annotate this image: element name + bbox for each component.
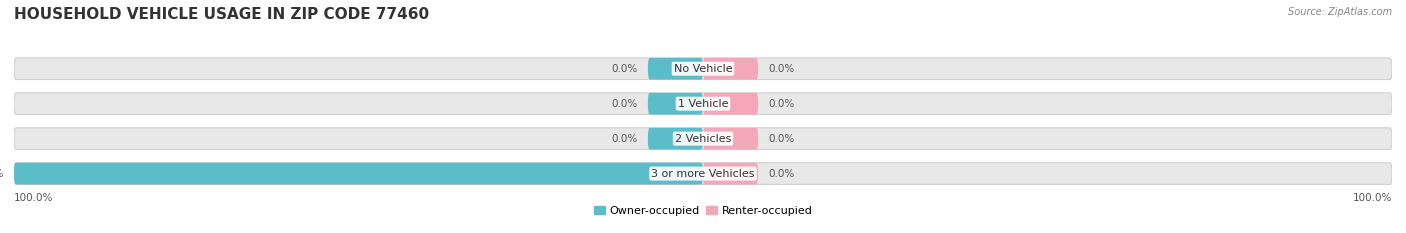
- Text: No Vehicle: No Vehicle: [673, 64, 733, 74]
- Text: 100.0%: 100.0%: [1353, 193, 1392, 203]
- Legend: Owner-occupied, Renter-occupied: Owner-occupied, Renter-occupied: [589, 202, 817, 220]
- FancyBboxPatch shape: [648, 58, 703, 80]
- Text: 0.0%: 0.0%: [769, 169, 794, 178]
- Text: 0.0%: 0.0%: [769, 134, 794, 144]
- FancyBboxPatch shape: [14, 93, 1392, 115]
- Text: 0.0%: 0.0%: [612, 99, 637, 109]
- Text: 3 or more Vehicles: 3 or more Vehicles: [651, 169, 755, 178]
- FancyBboxPatch shape: [14, 163, 703, 185]
- Text: 0.0%: 0.0%: [612, 134, 637, 144]
- Text: Source: ZipAtlas.com: Source: ZipAtlas.com: [1288, 7, 1392, 17]
- Text: 0.0%: 0.0%: [769, 99, 794, 109]
- FancyBboxPatch shape: [14, 163, 1392, 185]
- FancyBboxPatch shape: [703, 128, 758, 150]
- FancyBboxPatch shape: [703, 163, 758, 185]
- Text: 0.0%: 0.0%: [769, 64, 794, 74]
- Text: 100.0%: 100.0%: [14, 193, 53, 203]
- Text: 100.0%: 100.0%: [0, 169, 4, 178]
- FancyBboxPatch shape: [14, 58, 1392, 80]
- FancyBboxPatch shape: [14, 128, 1392, 150]
- Text: 2 Vehicles: 2 Vehicles: [675, 134, 731, 144]
- FancyBboxPatch shape: [703, 58, 758, 80]
- FancyBboxPatch shape: [648, 93, 703, 115]
- Text: 1 Vehicle: 1 Vehicle: [678, 99, 728, 109]
- Text: HOUSEHOLD VEHICLE USAGE IN ZIP CODE 77460: HOUSEHOLD VEHICLE USAGE IN ZIP CODE 7746…: [14, 7, 429, 22]
- Text: 0.0%: 0.0%: [612, 64, 637, 74]
- FancyBboxPatch shape: [648, 128, 703, 150]
- FancyBboxPatch shape: [703, 93, 758, 115]
